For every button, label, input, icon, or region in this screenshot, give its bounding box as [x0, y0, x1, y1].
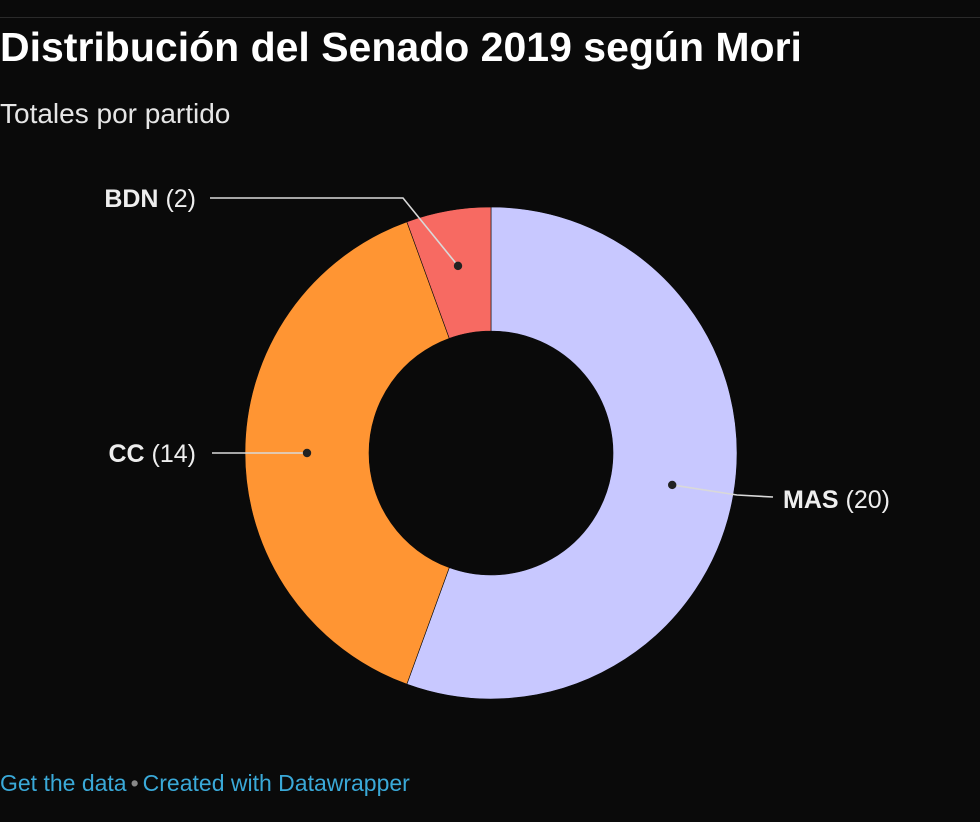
slice-label-value: (20) [839, 486, 890, 514]
leader-line-mas [672, 484, 774, 498]
leader-line-bdn [210, 197, 459, 267]
slice-label-name: BDN [104, 185, 158, 213]
slice-label-cc: CC (14) [108, 440, 196, 468]
chart-subtitle: Totales por partido [0, 98, 231, 129]
label-dot-mas [668, 480, 677, 490]
slice-label-bdn: BDN (2) [104, 185, 196, 213]
top-divider [0, 17, 980, 18]
slice-label-mas: MAS (20) [783, 486, 890, 514]
slice-label-value: (2) [159, 185, 197, 213]
get-the-data-link[interactable]: Get the data [0, 770, 127, 796]
slice-label-name: MAS [783, 486, 839, 514]
footer-separator: • [130, 770, 139, 796]
slice-bdn[interactable] [406, 206, 492, 339]
slice-label-name: CC [108, 440, 144, 468]
label-dot-cc [302, 448, 312, 458]
slice-label-value: (14) [145, 440, 196, 468]
footer: Get the data • Created with Datawrapper [0, 768, 410, 798]
chart-title: Distribución del Senado 2019 según Mori [0, 24, 802, 70]
label-dot-bdn [453, 261, 463, 271]
created-with-datawrapper-link[interactable]: Created with Datawrapper [142, 770, 410, 796]
slice-cc[interactable] [244, 221, 450, 685]
slice-mas[interactable] [406, 206, 738, 700]
